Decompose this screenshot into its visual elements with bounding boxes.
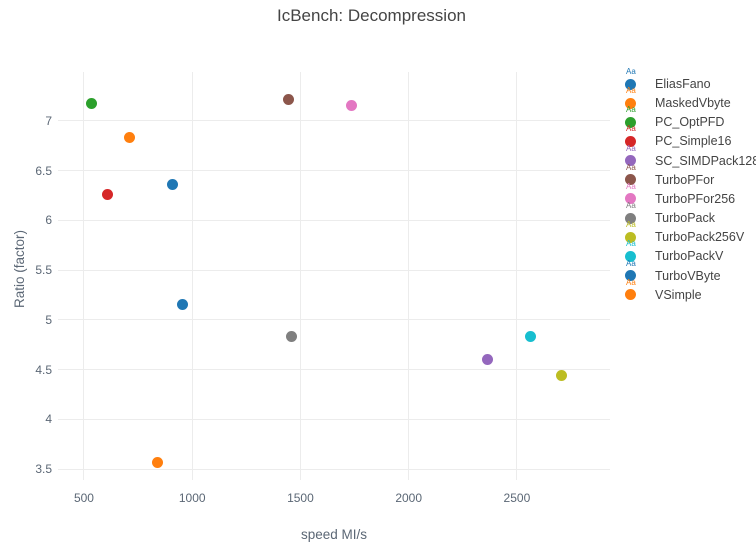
y-gridline: [58, 219, 610, 221]
legend-item-label: TurboVByte: [655, 268, 721, 283]
legend-sample-text: Aa: [626, 67, 636, 76]
y-tick-label: 4: [45, 412, 52, 427]
y-gridline: [58, 319, 610, 321]
y-gridline: [58, 170, 610, 172]
legend-sample-text: Aa: [626, 258, 636, 268]
chart-title: IcBench: Decompression: [277, 6, 466, 25]
legend-marker-icon: [625, 116, 636, 128]
data-point-turbopfor256[interactable]: [345, 100, 357, 112]
legend-sample-text: Aa: [626, 181, 636, 191]
x-gridline: [408, 72, 410, 480]
legend-item-vsimple[interactable]: Aa VSimple: [620, 277, 756, 302]
data-point-turbopack[interactable]: [286, 331, 298, 343]
data-point-vsimple[interactable]: [123, 132, 135, 144]
legend-marker-icon: [625, 78, 636, 90]
legend-item-label: PC_Simple16: [655, 134, 732, 149]
y-tick-label: 7: [45, 113, 52, 128]
legend-sample-text: Aa: [626, 201, 636, 211]
legend-item-label: TurboPFor: [655, 172, 715, 187]
legend-item-turbopack256v[interactable]: Aa TurboPack256V: [620, 220, 756, 245]
plot-area[interactable]: [58, 72, 610, 480]
data-point-turbopackv[interactable]: [525, 331, 537, 343]
legend-item-label: TurboPack256V: [655, 230, 745, 245]
legend-item-pc_simple16[interactable]: Aa PC_Simple16: [620, 124, 756, 149]
legend-marker-icon: [625, 97, 636, 109]
legend-item-label: TurboPFor256: [655, 191, 736, 206]
legend-item-turbovbyte[interactable]: Aa TurboVByte: [620, 258, 756, 283]
y-tick-label: 4.5: [35, 362, 52, 377]
legend-item-label: SC_SIMDPack128: [655, 153, 756, 168]
legend-sample-text: Aa: [626, 277, 636, 287]
legend-sample-text: Aa: [626, 105, 636, 115]
y-gridline: [58, 120, 610, 122]
legend-marker-icon: [625, 135, 636, 147]
legend-item-label: MaskedVbyte: [655, 96, 731, 111]
y-gridline: [58, 269, 610, 271]
legend-item-label: VSimple: [655, 287, 702, 302]
data-point-sc_simdpack128[interactable]: [482, 354, 494, 366]
legend-item-turbopack[interactable]: Aa TurboPack: [620, 201, 756, 226]
data-point-turbopfor[interactable]: [282, 94, 294, 106]
legend-item-label: PC_OptPFD: [655, 115, 725, 130]
legend-sample-text: Aa: [626, 220, 636, 230]
legend-item-label: EliasFano: [655, 77, 711, 91]
legend-item-turbopackv[interactable]: Aa TurboPackV: [620, 239, 756, 264]
x-gridline: [516, 72, 518, 480]
legend-marker-icon: [625, 231, 636, 243]
y-tick-label: 6.5: [35, 163, 52, 178]
y-tick-label: 3.5: [35, 462, 52, 477]
legend-sample-text: Aa: [626, 143, 636, 153]
legend: Aa EliasFano Aa MaskedVbyte Aa PC_OptPFD Aa PC_…: [620, 67, 756, 302]
legend-item-label: TurboPackV: [655, 249, 724, 264]
legend-marker-icon: [625, 250, 636, 262]
data-point-eliasfano[interactable]: [167, 178, 178, 190]
y-tick-label: 5.5: [35, 263, 52, 278]
data-point-pc_optpfd[interactable]: [86, 98, 98, 110]
legend-sample-text: Aa: [626, 124, 636, 134]
data-point-maskedvbyte[interactable]: [152, 456, 164, 468]
y-tick-label: 6: [45, 213, 52, 228]
data-point-pc_simple16[interactable]: [102, 188, 114, 200]
y-tick-label: 5: [45, 312, 52, 327]
legend-marker-icon: [625, 212, 636, 224]
legend-marker-icon: [625, 270, 636, 282]
x-gridline: [191, 72, 193, 480]
data-point-turbovbyte[interactable]: [176, 299, 188, 311]
legend-item-turbopfor[interactable]: Aa TurboPFor: [620, 162, 756, 187]
legend-marker-icon: [625, 193, 636, 205]
x-tick-label: 2000: [395, 491, 423, 505]
x-tick-label: 1500: [287, 491, 314, 505]
legend-item-label: TurboPack: [655, 211, 715, 226]
x-gridline: [299, 72, 301, 480]
legend-marker-icon: [625, 155, 636, 167]
legend-item-sc_simdpack128[interactable]: Aa SC_SIMDPack128: [620, 143, 756, 168]
x-axis-title: speed MI/s: [300, 527, 368, 542]
y-axis-title: Ratio (factor): [12, 229, 27, 309]
x-tick-label: 500: [73, 491, 94, 505]
legend-item-maskedvbyte[interactable]: Aa MaskedVbyte: [620, 86, 756, 111]
legend-sample-text: Aa: [626, 86, 636, 96]
legend-marker-icon: [625, 174, 636, 186]
x-tick-label: 2500: [503, 491, 531, 505]
legend-item-eliasfano[interactable]: Aa EliasFano: [620, 67, 756, 91]
x-gridline: [83, 72, 85, 480]
y-gridline: [58, 369, 610, 371]
y-gridline: [58, 468, 610, 470]
y-gridline: [58, 418, 610, 420]
legend-sample-text: Aa: [626, 239, 636, 249]
data-point-turbopack256v[interactable]: [556, 370, 568, 381]
legend-item-turbopfor256[interactable]: Aa TurboPFor256: [620, 181, 756, 206]
legend-sample-text: Aa: [626, 162, 636, 172]
legend-item-pc_optpfd[interactable]: Aa PC_OptPFD: [620, 105, 756, 130]
legend-marker-icon: [625, 289, 636, 301]
x-tick-label: 1000: [178, 491, 206, 505]
